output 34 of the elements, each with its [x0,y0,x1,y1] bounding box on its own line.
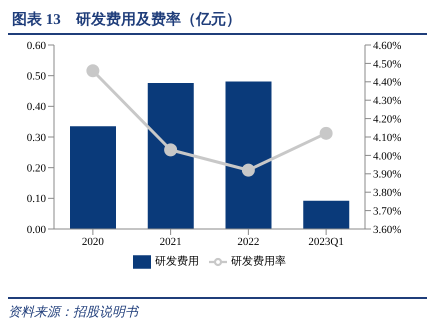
chart-title: 图表 13 研发费用及费率（亿元） [8,8,427,35]
y2-tick-label: 4.10% [373,132,402,144]
text: 资料来源：招股说明书 [8,303,140,321]
x-tick-label: 2020 [82,236,104,248]
y-tick-label: 0.10 [26,193,46,206]
point [164,143,178,156]
point [86,64,100,78]
y-tick-label: 0.30 [26,132,46,144]
y2-tick-label: 4.30% [373,95,402,108]
y-tick-label: 0.20 [26,162,46,175]
y2-tick-label: 3.60% [373,224,402,236]
point [320,126,333,140]
bar [226,81,272,229]
legend-label: 研发费用率 [231,256,286,268]
y-tick-label: 0.60 [26,40,46,52]
x-tick-label: 2022 [237,236,260,248]
y2-tick-label: 3.70% [373,206,402,218]
bar [70,126,116,229]
y2-tick-label: 3.90% [373,168,402,181]
bar [148,83,194,229]
y2-tick-label: 4.50% [373,58,402,70]
x-tick-label: 2021 [160,236,182,248]
x-tick-label: 2023Q1 [308,236,344,248]
y-tick-label: 0.00 [26,224,46,236]
y2-tick-label: 4.00% [373,150,402,162]
legend-label: 研发费用 [155,256,199,268]
y-tick-label: 0.50 [26,70,46,83]
bar [303,200,350,229]
y2-tick-label: 4.20% [373,114,402,126]
y2-tick-label: 4.40% [373,76,402,89]
y2-tick-label: 3.80% [373,187,402,200]
y-tick-label: 0.40 [26,101,46,114]
point [242,164,255,177]
y2-tick-label: 4.60% [373,40,402,52]
